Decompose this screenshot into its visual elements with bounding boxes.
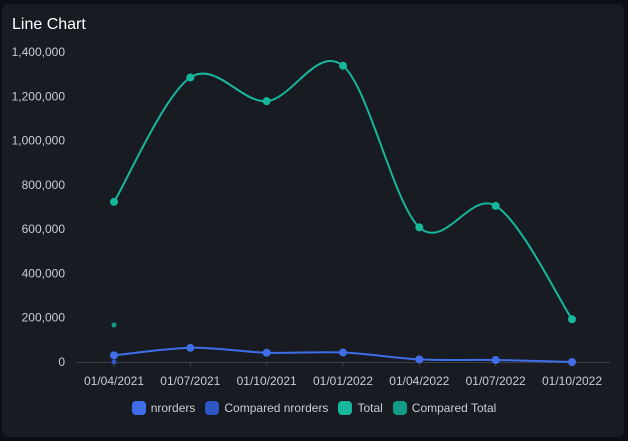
chart-legend: nrorders Compared nrorders Total Compared T…: [0, 401, 628, 415]
x-tick-label: 01/04/2021: [84, 374, 144, 388]
x-tick-label: 01/07/2021: [160, 374, 220, 388]
data-point-nrorders: [415, 355, 424, 364]
chart-title: Line Chart: [12, 16, 86, 33]
y-tick-label: 1,400,000: [12, 45, 66, 59]
data-point-total: [415, 223, 424, 232]
legend-label: Compared Total: [411, 401, 497, 415]
legend-swatch: [392, 401, 407, 415]
series-line-total: [113, 59, 573, 320]
data-point-nrorders: [491, 356, 500, 365]
data-point-total: [491, 201, 500, 210]
data-point-nrorders: [262, 348, 271, 357]
y-tick-label: 400,000: [22, 266, 66, 280]
x-tick-label: 01/07/2022: [466, 374, 526, 388]
legend-swatch: [131, 401, 146, 415]
x-tick-label: 01/10/2021: [237, 374, 297, 388]
legend-label: Total: [357, 401, 383, 415]
x-tick-label: 01/10/2022: [542, 374, 602, 388]
data-point-compared-nrorders: [111, 359, 117, 365]
data-point-compared-total: [111, 322, 117, 328]
chart-card: Line Chart: [2, 4, 624, 437]
legend-label: Compared nrorders: [224, 401, 329, 415]
data-point-nrorders: [186, 343, 195, 352]
data-point-nrorders: [568, 358, 576, 366]
y-tick-label: 800,000: [22, 178, 66, 192]
data-point-nrorders: [110, 351, 118, 360]
y-tick-label: 0: [58, 355, 65, 369]
y-tick-label: 1,000,000: [12, 134, 66, 148]
x-tick-label: 01/01/2022: [313, 374, 373, 388]
data-point-total: [568, 315, 576, 324]
legend-item-compared-total[interactable]: Compared Total: [392, 401, 497, 415]
data-point-total: [186, 73, 195, 82]
data-point-nrorders: [339, 348, 347, 357]
legend-item-nrorders[interactable]: nrorders: [131, 401, 196, 415]
data-point-total: [339, 61, 347, 70]
legend-swatch: [205, 401, 220, 415]
legend-label: nrorders: [150, 401, 196, 415]
legend-item-total[interactable]: Total: [338, 401, 383, 415]
y-tick-label: 600,000: [22, 222, 66, 236]
legend-item-compared-nrorders[interactable]: Compared nrorders: [205, 401, 328, 415]
y-tick-label: 1,200,000: [12, 89, 66, 103]
data-point-total: [262, 97, 271, 106]
x-tick-label: 01/04/2022: [389, 374, 449, 388]
y-tick-label: 200,000: [22, 311, 66, 325]
legend-swatch: [338, 401, 353, 415]
data-point-total: [110, 197, 118, 206]
